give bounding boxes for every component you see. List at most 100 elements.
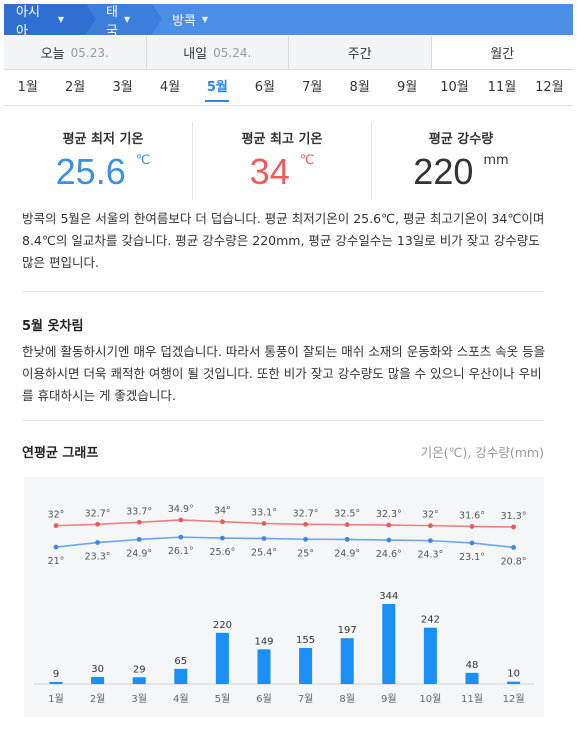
high-temp-point	[178, 517, 184, 523]
precipitation-bar	[340, 638, 354, 684]
low-temp-point	[261, 536, 267, 541]
precipitation-label: 155	[296, 635, 315, 646]
precipitation-label: 29	[133, 664, 146, 675]
month-tab[interactable]: 7월	[302, 80, 323, 95]
breadcrumb-city-label: 방콕	[172, 14, 196, 29]
forecast-tabs: 오늘 05.23. 내일 05.24. 주간 월간	[4, 36, 573, 70]
low-temp-label: 23.1°	[459, 552, 485, 563]
month-tick-label: 4월	[173, 693, 189, 705]
low-temp-label: 24.9°	[334, 548, 360, 559]
high-temp-label: 33.1°	[251, 507, 277, 518]
breadcrumb-country-label: 태국	[106, 4, 118, 39]
avg-precipitation-label: 평균 강수량	[428, 132, 494, 147]
breadcrumb-country[interactable]: 태국 ▼	[86, 4, 162, 39]
clothing-text: 한낮에 활동하시기엔 매우 덥겠습니다. 따라서 통풍이 잘되는 매쉬 소재의 …	[22, 344, 546, 403]
avg-precipitation-unit: mm	[483, 153, 509, 168]
chevron-down-icon: ▼	[57, 15, 64, 24]
avg-high-temp-label: 평균 최고 기온	[241, 132, 323, 147]
precipitation-label: 10	[507, 669, 520, 680]
high-temp-line	[55, 519, 514, 528]
low-temp-line	[55, 536, 514, 549]
month-tab[interactable]: 9월	[396, 80, 418, 95]
month-tab[interactable]: 4월	[159, 80, 181, 95]
precipitation-label: 149	[254, 636, 273, 647]
avg-low-temp-value: 25.6	[55, 151, 126, 192]
month-tick-label: 2월	[90, 693, 106, 705]
precipitation-bar	[382, 604, 396, 684]
high-temp-point	[511, 524, 516, 530]
high-temp-point	[469, 524, 475, 529]
breadcrumb-city[interactable]: 방콕 ▼	[152, 4, 232, 35]
tab-tomorrow[interactable]: 내일 05.24.	[146, 36, 289, 69]
avg-high-temp-value: 34	[249, 151, 290, 192]
low-temp-point	[428, 538, 433, 544]
month-tab[interactable]: 3월	[112, 80, 133, 95]
month-tick-label: 3월	[131, 693, 147, 705]
precipitation-bar	[215, 632, 229, 684]
high-temp-point	[344, 522, 350, 528]
month-tick-label: 9월	[381, 693, 397, 705]
low-temp-point	[469, 540, 475, 546]
low-temp-point	[303, 536, 308, 542]
graph-title: 연평균 그래프	[22, 446, 99, 461]
month-tick-label: 5월	[215, 693, 231, 705]
high-temp-point	[428, 523, 433, 529]
high-temp-label: 32°	[48, 510, 65, 521]
tab-today[interactable]: 오늘 05.23.	[4, 36, 147, 69]
tab-weekly-label: 주간	[347, 47, 372, 62]
avg-precipitation: 평균 강수량 220 mm	[372, 122, 550, 200]
breadcrumb-continent[interactable]: 아시아 ▼	[4, 4, 96, 39]
avg-low-temp-label: 평균 최저 기온	[62, 132, 144, 147]
high-temp-label: 32°	[422, 510, 439, 521]
high-temp-point	[261, 521, 267, 526]
high-temp-point	[303, 521, 308, 527]
avg-low-temp: 평균 최저 기온 25.6 ℃	[14, 122, 193, 200]
low-temp-label: 20.8°	[501, 556, 527, 567]
high-temp-label: 34.9°	[168, 504, 194, 515]
month-tab[interactable]: 6월	[254, 80, 275, 95]
high-temp-label: 32.3°	[376, 509, 402, 520]
precipitation-bar	[299, 647, 313, 684]
low-temp-label: 21°	[48, 556, 65, 567]
graph-unit-note: 기온(℃), 강수량(mm)	[420, 445, 544, 460]
high-temp-label: 31.6°	[459, 510, 485, 521]
tab-monthly[interactable]: 월간	[431, 36, 573, 69]
month-tab[interactable]: 5월	[194, 70, 241, 105]
month-tab[interactable]: 11월	[487, 80, 517, 95]
precipitation-bar	[507, 681, 521, 684]
tab-today-date: 05.23.	[70, 45, 109, 60]
low-temp-label: 25.4°	[251, 547, 277, 558]
precipitation-bar	[91, 677, 105, 684]
month-description: 방콕의 5월은 서울의 한여름보다 더 덥습니다. 평균 최저기온이 25.6℃…	[22, 211, 545, 270]
low-temp-label: 24.3°	[417, 550, 443, 561]
precipitation-label: 48	[466, 660, 479, 671]
high-temp-point	[95, 521, 100, 527]
low-temp-point	[95, 540, 100, 545]
tab-tomorrow-date: 05.24.	[213, 45, 252, 60]
low-temp-label: 26.1°	[168, 546, 194, 557]
precipitation-label: 30	[91, 664, 104, 675]
breadcrumb-separator	[152, 4, 162, 34]
month-tick-label: 10월	[419, 693, 441, 705]
month-tab[interactable]: 2월	[65, 80, 86, 95]
month-tick-label: 8월	[339, 693, 355, 705]
month-tick-label: 7월	[298, 693, 314, 705]
month-tab[interactable]: 1월	[17, 80, 38, 95]
precipitation-bar	[132, 677, 146, 684]
low-temp-label: 23.3°	[85, 552, 111, 563]
low-temp-label: 25°	[297, 548, 314, 559]
high-temp-label: 32.7°	[85, 508, 111, 519]
precipitation-label: 220	[213, 620, 232, 631]
month-tab[interactable]: 10월	[440, 80, 469, 95]
month-tab[interactable]: 12월	[535, 80, 564, 95]
low-temp-point	[136, 537, 142, 542]
breadcrumb-continent-label: 아시아	[16, 4, 40, 39]
chevron-down-icon: ▼	[123, 15, 131, 24]
avg-high-temp-unit: ℃	[299, 153, 315, 168]
tab-today-label: 오늘	[40, 47, 65, 62]
month-tab[interactable]: 8월	[349, 80, 370, 95]
tab-weekly[interactable]: 주간	[289, 36, 432, 69]
month-tick-label: 6월	[256, 693, 272, 705]
tab-monthly-label: 월간	[490, 46, 515, 62]
month-selector: 1월 2월 3월 4월 5월 6월 7월 8월 9월 10월 11월 12월	[4, 70, 573, 106]
